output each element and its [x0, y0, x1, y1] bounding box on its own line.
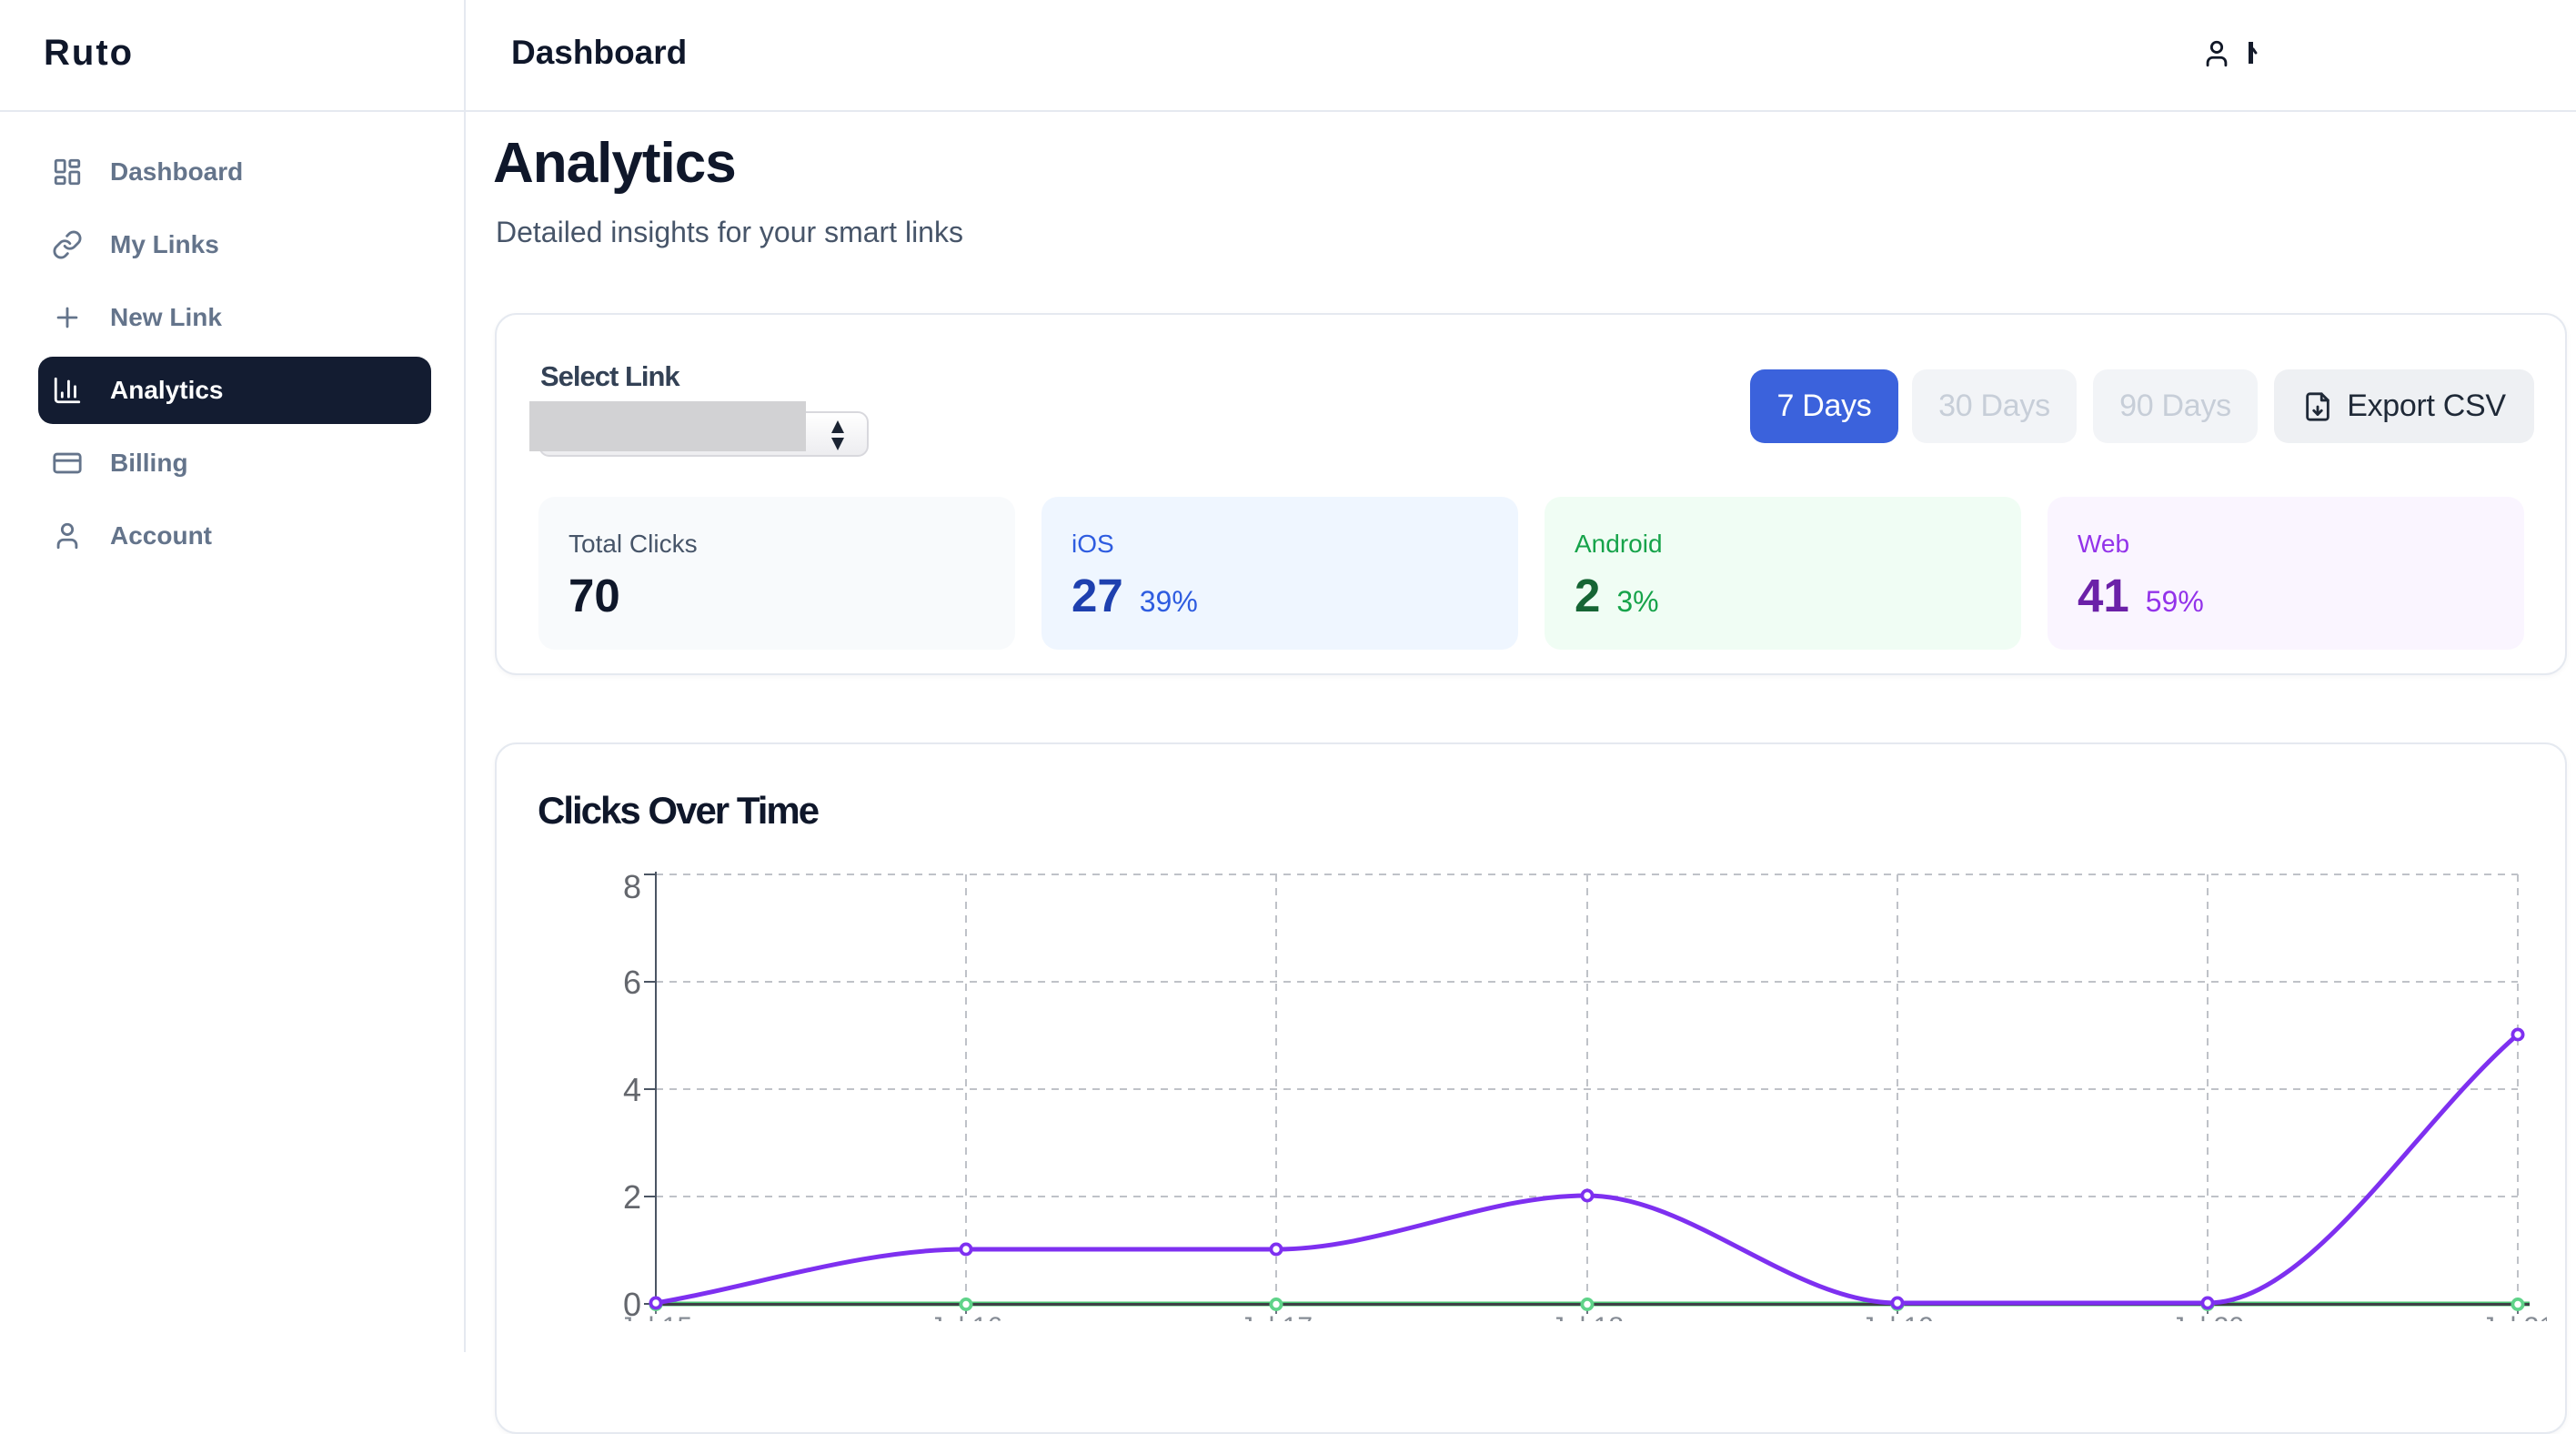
svg-text:6: 6	[623, 964, 641, 1001]
svg-text:8: 8	[623, 868, 641, 905]
svg-text:2: 2	[623, 1178, 641, 1216]
svg-text:Jul 17: Jul 17	[1240, 1312, 1313, 1321]
svg-text:Jul 15: Jul 15	[619, 1312, 692, 1321]
svg-text:0: 0	[623, 1286, 641, 1321]
svg-text:Jul 16: Jul 16	[930, 1312, 1002, 1321]
svg-text:Jul 19: Jul 19	[1861, 1312, 1934, 1321]
svg-text:Jul 18: Jul 18	[1551, 1312, 1624, 1321]
svg-text:Jul 21: Jul 21	[2481, 1312, 2547, 1321]
svg-text:4: 4	[623, 1071, 641, 1108]
svg-text:Jul 20: Jul 20	[2171, 1312, 2244, 1321]
